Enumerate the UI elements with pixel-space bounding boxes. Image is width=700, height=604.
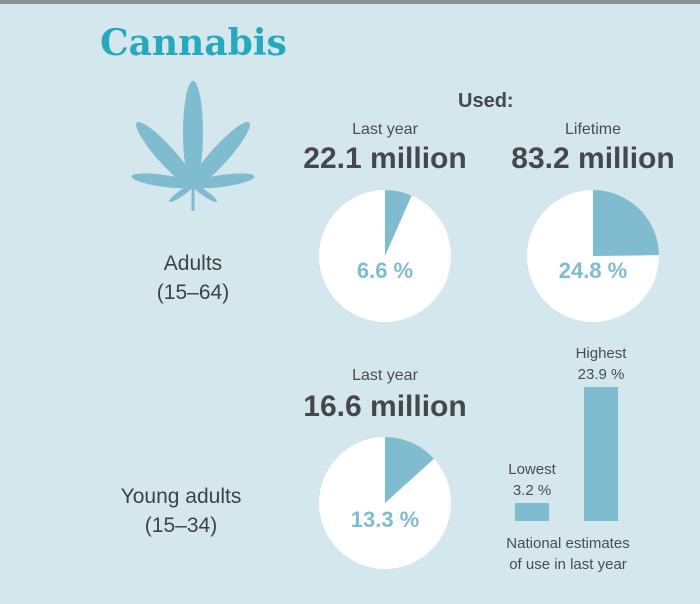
highest-label: Highest [575, 345, 627, 362]
adults-last-year-label: Last year [352, 121, 418, 138]
page-title: Cannabis [100, 22, 287, 64]
lowest-label-group: Lowest 3.2 % [508, 459, 556, 501]
national-caption-line2: of use in last year [509, 556, 627, 573]
young-adults-label: Young adults [120, 485, 242, 508]
adults-lifetime-pie-slice [593, 190, 659, 256]
top-border [0, 0, 700, 4]
lowest-value: 3.2 % [512, 482, 552, 499]
adults-lifetime-label: Lifetime [564, 121, 622, 138]
bar-highest [584, 387, 618, 521]
lowest-label: Lowest [508, 461, 556, 478]
adults-lifetime-percent: 24.8 % [559, 258, 628, 283]
highest-value: 23.9 % [577, 366, 625, 383]
young-last-year-pie-slice [385, 437, 434, 503]
young-last-year-percent: 13.3 % [351, 507, 420, 532]
adults-group-label: Adults (15–64) [157, 249, 229, 307]
national-caption-line1: National estimates [506, 535, 630, 552]
national-caption: National estimates of use in last year [506, 533, 629, 575]
young-adults-range: (15–34) [144, 514, 218, 537]
young-last-year-label: Last year [352, 367, 418, 384]
adults-last-year-pie-slice [385, 190, 412, 256]
bar-lowest [515, 503, 549, 521]
adults-label: Adults [163, 252, 223, 275]
young-adults-group-label: Young adults (15–34) [121, 482, 242, 540]
adults-last-year-count: 22.1 million [303, 142, 467, 175]
cannabis-leaf-icon [131, 81, 255, 211]
used-label: Used: [458, 90, 514, 112]
highest-label-group: Highest 23.9 % [576, 343, 627, 385]
adults-lifetime-count: 83.2 million [511, 142, 675, 175]
young-last-year-count: 16.6 million [303, 390, 467, 423]
adults-range: (15–64) [156, 281, 230, 304]
adults-last-year-percent: 6.6 % [357, 258, 413, 283]
